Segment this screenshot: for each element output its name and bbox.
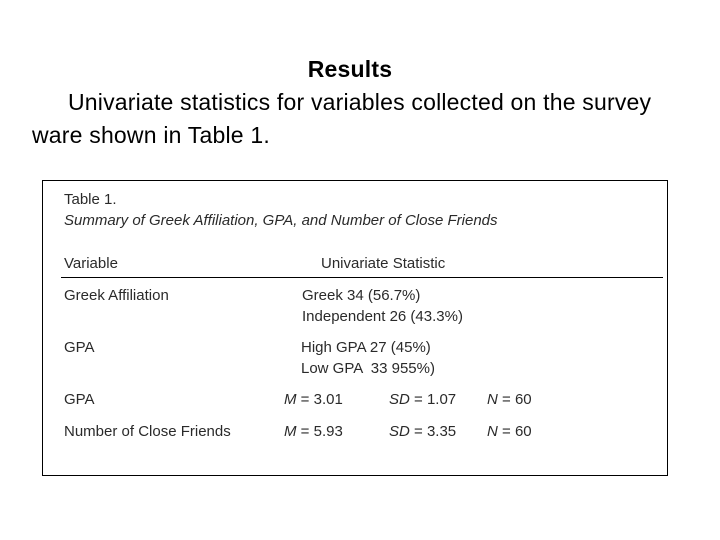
mean-value: = 5.93 [300, 423, 343, 440]
row-greek-affiliation-stat-line-2: Independent 26 (43.3%) [302, 308, 463, 325]
row-close-friends-n: N = 60 [487, 423, 532, 440]
header-rule [61, 277, 663, 278]
row-gpa-category-stat-line-2: Low GPA 33 955%) [301, 360, 435, 377]
row-gpa-category-stat-line-1: High GPA 27 (45%) [301, 339, 431, 356]
row-gpa-numeric-mean: M = 3.01 [284, 391, 343, 408]
column-header-statistic: Univariate Statistic [321, 255, 446, 272]
n-value: = 60 [502, 391, 532, 408]
row-close-friends-sd: SD = 3.35 [389, 423, 456, 440]
row-gpa-category-variable: GPA [64, 339, 95, 356]
row-gpa-numeric-sd: SD = 1.07 [389, 391, 456, 408]
mean-value: = 3.01 [300, 391, 343, 408]
n-symbol: N [487, 391, 498, 408]
slide-heading: Results [307, 56, 393, 82]
mean-symbol: M [284, 423, 297, 440]
sd-value: = 1.07 [414, 391, 457, 408]
row-close-friends-mean: M = 5.93 [284, 423, 343, 440]
row-close-friends-variable: Number of Close Friends [64, 423, 231, 440]
n-symbol: N [487, 423, 498, 440]
row-gpa-numeric-n: N = 60 [487, 391, 532, 408]
row-greek-affiliation-variable: Greek Affiliation [64, 287, 169, 304]
row-gpa-numeric-variable: GPA [64, 391, 95, 408]
sd-symbol: SD [389, 391, 410, 408]
table-caption: Summary of Greek Affiliation, GPA, and N… [64, 212, 498, 229]
n-value: = 60 [502, 423, 532, 440]
column-header-variable: Variable [64, 255, 118, 272]
table-label: Table 1. [64, 191, 117, 208]
sd-symbol: SD [389, 423, 410, 440]
row-greek-affiliation-stat-line-1: Greek 34 (56.7%) [302, 287, 421, 304]
sd-value: = 3.35 [414, 423, 457, 440]
slide-body-text: Univariate statistics for variables coll… [32, 89, 652, 148]
mean-symbol: M [284, 391, 297, 408]
table-image-frame: Table 1. Summary of Greek Affiliation, G… [42, 180, 668, 476]
